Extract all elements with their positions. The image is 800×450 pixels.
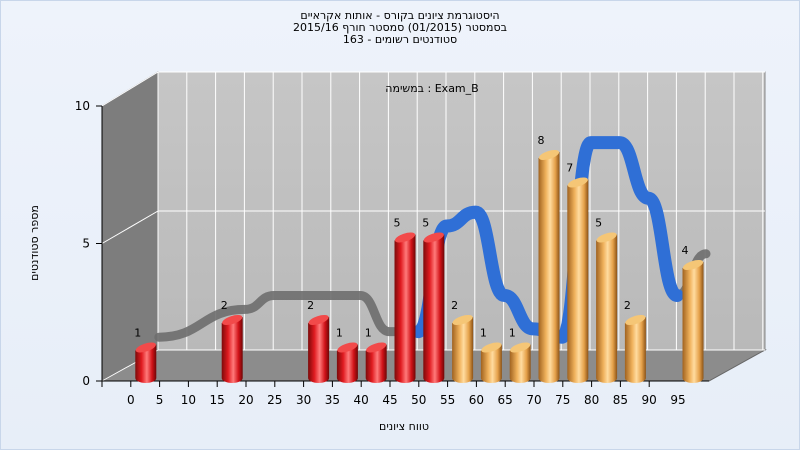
bar-body <box>509 344 531 383</box>
bar-value-label: 2 <box>624 299 631 312</box>
bar-body <box>682 262 704 383</box>
x-tick-label: 10 <box>181 393 196 407</box>
bar-value-label: 7 <box>566 162 573 175</box>
x-tick-label: 0 <box>127 393 135 407</box>
bar-top <box>394 232 416 243</box>
bar-top <box>538 149 560 161</box>
y-tick-label: 10 <box>75 99 90 113</box>
bar-45 <box>394 232 416 383</box>
x-tick-label: 50 <box>411 393 426 407</box>
x-tick-label: 35 <box>325 393 340 407</box>
y-tick-label: 0 <box>82 374 90 388</box>
bar-top <box>510 342 531 353</box>
bar-value-label: 1 <box>365 327 372 340</box>
bar-body <box>567 179 589 383</box>
bar-0 <box>135 342 157 383</box>
y-axis-title: מספר סטודנטים <box>28 205 41 281</box>
bar-body <box>452 317 474 383</box>
x-tick-label: 30 <box>296 393 311 407</box>
bar-top <box>308 314 329 326</box>
bar-30 <box>308 314 330 383</box>
side-grid-line <box>101 210 159 244</box>
bar-top <box>135 342 156 353</box>
bar-value-label: 1 <box>336 327 343 340</box>
x-tick-label: 55 <box>440 393 455 407</box>
bar-body <box>596 234 618 383</box>
bar-60 <box>480 342 502 383</box>
bar-value-label: 5 <box>394 217 401 230</box>
bar-value-label: 4 <box>682 244 689 257</box>
y-tick-label: 5 <box>82 237 90 251</box>
bar-value-label: 1 <box>480 327 487 340</box>
bar-95 <box>682 259 704 383</box>
bar-top <box>567 177 588 188</box>
bar-body <box>394 234 416 383</box>
x-tick-label: 20 <box>238 393 253 407</box>
bar-80 <box>596 232 618 383</box>
exam-annotation: במשימה : Exam_B <box>385 82 478 95</box>
bar-body <box>308 317 330 383</box>
title-line-2: בסמסטר (01/2015) סמסטר חורף 2015/16 <box>293 21 507 34</box>
x-tick-label: 95 <box>670 393 685 407</box>
x-tick-label: 45 <box>382 393 397 407</box>
bar-body <box>624 317 646 383</box>
x-tick-label: 85 <box>613 393 628 407</box>
x-tick-label: 80 <box>584 393 599 407</box>
bar-top <box>366 342 387 353</box>
x-tick-label: 5 <box>156 393 164 407</box>
bar-value-label: 5 <box>422 217 429 230</box>
bar-75 <box>567 177 589 383</box>
bar-top <box>337 342 358 353</box>
bar-top <box>423 232 444 243</box>
bar-top <box>481 342 502 353</box>
bar-value-label: 2 <box>451 299 458 312</box>
chart-title: היסטוגרמת ציונים בקורס - אותות אקראיים ב… <box>0 10 800 46</box>
side-grid-line <box>101 71 159 107</box>
x-tick-label: 75 <box>555 393 570 407</box>
bar-value-label: 5 <box>595 217 602 230</box>
bar-65 <box>509 342 531 383</box>
x-tick-label: 60 <box>469 393 484 407</box>
bar-55 <box>452 314 474 383</box>
grid-lines <box>101 71 765 382</box>
x-tick-label: 40 <box>354 393 369 407</box>
bar-35 <box>336 342 358 383</box>
bars <box>135 149 704 383</box>
bar-value-label: 1 <box>509 327 516 340</box>
title-line-1: היסטוגרמת ציונים בקורס - אותות אקראיים <box>300 9 500 22</box>
bar-body <box>336 344 358 383</box>
bar-50 <box>423 232 445 383</box>
bar-15 <box>221 314 243 383</box>
bar-value-label: 8 <box>538 134 545 147</box>
bar-body <box>480 344 502 383</box>
bar-value-label: 2 <box>221 299 228 312</box>
bar-top <box>682 259 704 271</box>
bar-body <box>365 344 387 383</box>
x-tick-label: 70 <box>526 393 541 407</box>
side-wall <box>101 71 159 382</box>
x-tick-label: 90 <box>642 393 657 407</box>
bar-value-label: 2 <box>307 299 314 312</box>
bar-body <box>538 152 560 383</box>
bar-top <box>596 232 617 243</box>
x-tick-label: 65 <box>498 393 513 407</box>
bar-top <box>625 314 646 326</box>
bar-value-labels: 1 2 2 1 1 5 5 2 1 1 8 7 5 2 4 <box>134 134 688 340</box>
bar-top <box>222 314 243 326</box>
bar-body <box>135 344 157 383</box>
title-line-3: סטודנטים רשומים - 163 <box>342 33 458 46</box>
bar-85 <box>624 314 646 383</box>
bar-top <box>452 314 473 326</box>
bar-body <box>423 234 445 383</box>
x-tick-label: 15 <box>210 393 225 407</box>
bar-value-label: 1 <box>134 327 141 340</box>
x-axis-title: טווח ציונים <box>379 420 429 433</box>
bar-70 <box>538 149 560 383</box>
x-tick-label: 25 <box>267 393 282 407</box>
bar-40 <box>365 342 387 383</box>
bar-body <box>221 317 243 383</box>
